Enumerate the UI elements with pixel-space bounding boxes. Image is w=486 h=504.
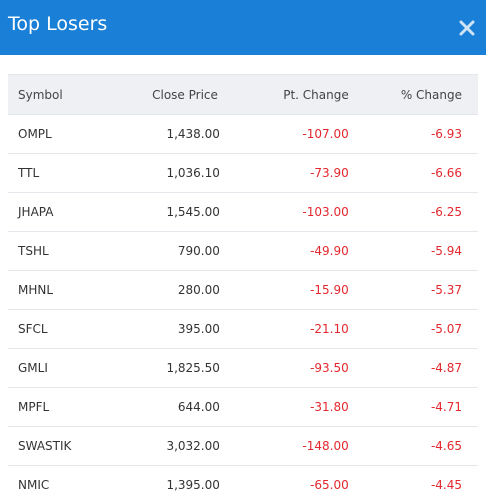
modal-title: Top Losers [8, 13, 107, 35]
table-cell: SFCL [8, 310, 111, 349]
column-header: % Change [365, 75, 478, 115]
table-cell: 1,545.00 [111, 193, 246, 232]
table-cell: -6.66 [365, 154, 478, 193]
table-cell: -49.90 [246, 232, 365, 271]
table-cell: 3,032.00 [111, 427, 246, 466]
table-cell: -103.00 [246, 193, 365, 232]
column-header: Symbol [8, 75, 111, 115]
table-cell: -73.90 [246, 154, 365, 193]
table-cell: 1,825.50 [111, 349, 246, 388]
table-cell: -5.94 [365, 232, 478, 271]
table-cell: -31.80 [246, 388, 365, 427]
table-cell: -4.87 [365, 349, 478, 388]
table-cell: 1,036.10 [111, 154, 246, 193]
column-header: Pt. Change [246, 75, 365, 115]
table-cell: TSHL [8, 232, 111, 271]
table-cell: -4.45 [365, 466, 478, 504]
table-cell: -4.65 [365, 427, 478, 466]
table-cell: -6.93 [365, 115, 478, 154]
modal-header: Top Losers [0, 0, 486, 55]
table-cell: 395.00 [111, 310, 246, 349]
table-cell: SWASTIK [8, 427, 111, 466]
table-cell: NMIC [8, 466, 111, 504]
table-cell: -65.00 [246, 466, 365, 504]
table-cell: TTL [8, 154, 111, 193]
table-cell: -5.07 [365, 310, 478, 349]
table-cell: -5.37 [365, 271, 478, 310]
table-cell: -21.10 [246, 310, 365, 349]
table-cell: JHAPA [8, 193, 111, 232]
table-cell: -107.00 [246, 115, 365, 154]
table-cell: 790.00 [111, 232, 246, 271]
table-cell: 1,395.00 [111, 466, 246, 504]
table-cell: 280.00 [111, 271, 246, 310]
table-cell: -15.90 [246, 271, 365, 310]
table-cell: -148.00 [246, 427, 365, 466]
table-cell: -93.50 [246, 349, 365, 388]
table-cell: MPFL [8, 388, 111, 427]
close-button[interactable] [458, 19, 476, 37]
table-cell: MHNL [8, 271, 111, 310]
table-cell: GMLI [8, 349, 111, 388]
table-cell: 644.00 [111, 388, 246, 427]
table-cell: -6.25 [365, 193, 478, 232]
column-header: Close Price [111, 75, 246, 115]
table-cell: OMPL [8, 115, 111, 154]
table-cell: -4.71 [365, 388, 478, 427]
table-cell: 1,438.00 [111, 115, 246, 154]
